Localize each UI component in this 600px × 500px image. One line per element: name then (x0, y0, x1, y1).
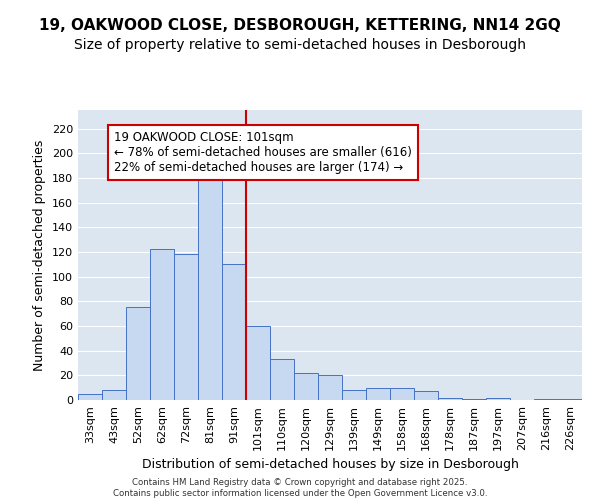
Bar (198, 174, 222, 400)
Text: 19 OAKWOOD CLOSE: 101sqm
← 78% of semi-detached houses are smaller (616)
22% of : 19 OAKWOOD CLOSE: 101sqm ← 78% of semi-d… (114, 131, 412, 174)
Bar (366, 388, 390, 400)
Bar (78, 394, 102, 400)
Bar (486, 398, 510, 400)
Bar (174, 254, 198, 400)
Bar (294, 373, 318, 400)
Bar (462, 399, 486, 400)
Bar (246, 326, 270, 400)
Y-axis label: Number of semi-detached properties: Number of semi-detached properties (34, 140, 46, 370)
Bar (414, 392, 438, 400)
Bar (126, 308, 150, 400)
Bar (342, 390, 366, 400)
Bar (102, 390, 126, 400)
Bar (438, 398, 462, 400)
Bar (318, 376, 342, 400)
Bar (558, 399, 582, 400)
Text: 19, OAKWOOD CLOSE, DESBOROUGH, KETTERING, NN14 2GQ: 19, OAKWOOD CLOSE, DESBOROUGH, KETTERING… (39, 18, 561, 32)
X-axis label: Distribution of semi-detached houses by size in Desborough: Distribution of semi-detached houses by … (142, 458, 518, 471)
Bar (390, 388, 414, 400)
Bar (150, 250, 174, 400)
Bar (270, 360, 294, 400)
Bar (534, 399, 558, 400)
Text: Size of property relative to semi-detached houses in Desborough: Size of property relative to semi-detach… (74, 38, 526, 52)
Text: Contains HM Land Registry data © Crown copyright and database right 2025.
Contai: Contains HM Land Registry data © Crown c… (113, 478, 487, 498)
Bar (222, 264, 246, 400)
